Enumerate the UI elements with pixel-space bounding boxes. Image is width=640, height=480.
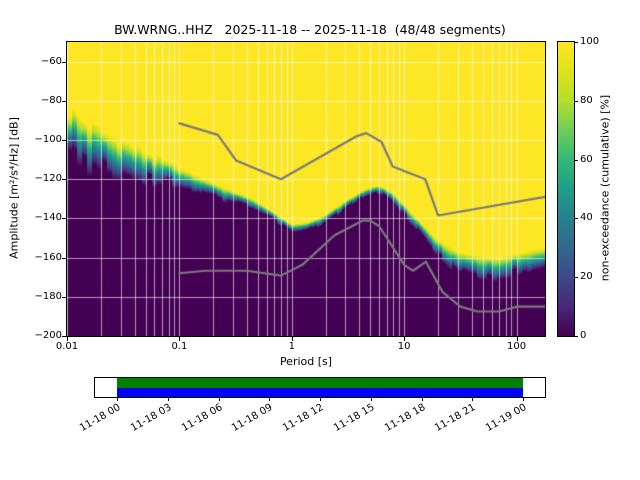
y-tick-label: −60 bbox=[40, 55, 62, 67]
plot-area bbox=[66, 41, 546, 337]
colorbar-tick-label: 80 bbox=[580, 94, 593, 106]
x-tick-label: 0.01 bbox=[55, 341, 79, 352]
timeline-tick-mark bbox=[218, 398, 220, 401]
colorbar-tick-label: 40 bbox=[580, 212, 593, 224]
colorbar-tick-label: 20 bbox=[580, 271, 593, 283]
y-tick-label: −120 bbox=[34, 173, 62, 185]
colorbar-tick-label: 100 bbox=[580, 36, 600, 47]
y-tick-mark bbox=[62, 336, 66, 337]
colorbar-tick-mark bbox=[574, 159, 578, 161]
y-tick-label: −80 bbox=[40, 94, 62, 106]
y-tick-mark bbox=[62, 100, 66, 102]
colorbar-tick-label: 0 bbox=[580, 330, 587, 341]
colorbar-tick-mark bbox=[574, 336, 578, 337]
y-tick-mark bbox=[62, 296, 66, 298]
timeline-tick-mark bbox=[167, 398, 169, 401]
colorbar-gradient-canvas bbox=[558, 42, 574, 336]
timeline-tick-mark bbox=[523, 398, 524, 401]
x-tick-label: 100 bbox=[507, 341, 527, 352]
x-tick-label: 1 bbox=[288, 341, 295, 352]
x-axis-label: Period [s] bbox=[279, 355, 333, 368]
y-tick-mark bbox=[62, 61, 66, 63]
timeline-coverage-blue-segment bbox=[117, 387, 523, 397]
x-tick-mark bbox=[516, 337, 518, 341]
y-tick-label: −100 bbox=[34, 134, 62, 145]
colorbar-label: non-exceedance (cumulative) [%] bbox=[598, 94, 612, 282]
chart-title: BW.WRNG..HHZ 2025-11-18 -- 2025-11-18 (4… bbox=[114, 22, 506, 37]
timeline-tick-mark bbox=[472, 398, 474, 401]
timeline-coverage-green-segment bbox=[117, 378, 523, 388]
y-tick-label: −160 bbox=[34, 251, 62, 263]
colorbar-tick-label: 60 bbox=[580, 153, 593, 165]
colorbar-tick-mark bbox=[574, 277, 578, 279]
x-tick-label: 0.1 bbox=[171, 341, 188, 352]
x-tick-label: 10 bbox=[397, 341, 411, 352]
ppsd-heatmap-canvas bbox=[67, 42, 545, 336]
y-tick-mark bbox=[62, 218, 66, 220]
timeline-tick-mark bbox=[370, 398, 372, 401]
timeline-tick-mark bbox=[421, 398, 423, 401]
y-tick-mark bbox=[62, 140, 66, 141]
y-tick-label: −140 bbox=[34, 212, 62, 224]
timeline-coverage-fill bbox=[117, 378, 523, 397]
colorbar-tick-mark bbox=[574, 42, 578, 43]
y-tick-label: −200 bbox=[34, 330, 62, 341]
colorbar bbox=[557, 41, 575, 337]
y-tick-label: −180 bbox=[34, 290, 62, 302]
colorbar-tick-mark bbox=[574, 100, 578, 102]
y-tick-mark bbox=[62, 257, 66, 259]
x-tick-mark bbox=[179, 337, 181, 341]
x-tick-mark bbox=[404, 337, 406, 341]
timeline-tick-mark bbox=[320, 398, 321, 401]
y-tick-mark bbox=[62, 179, 66, 181]
x-tick-mark bbox=[291, 337, 293, 341]
timeline-tick-mark bbox=[117, 398, 118, 401]
x-tick-mark bbox=[67, 337, 68, 341]
colorbar-tick-mark bbox=[574, 218, 578, 220]
timeline-tick-mark bbox=[269, 398, 271, 401]
timeline-coverage-bar bbox=[94, 377, 546, 398]
